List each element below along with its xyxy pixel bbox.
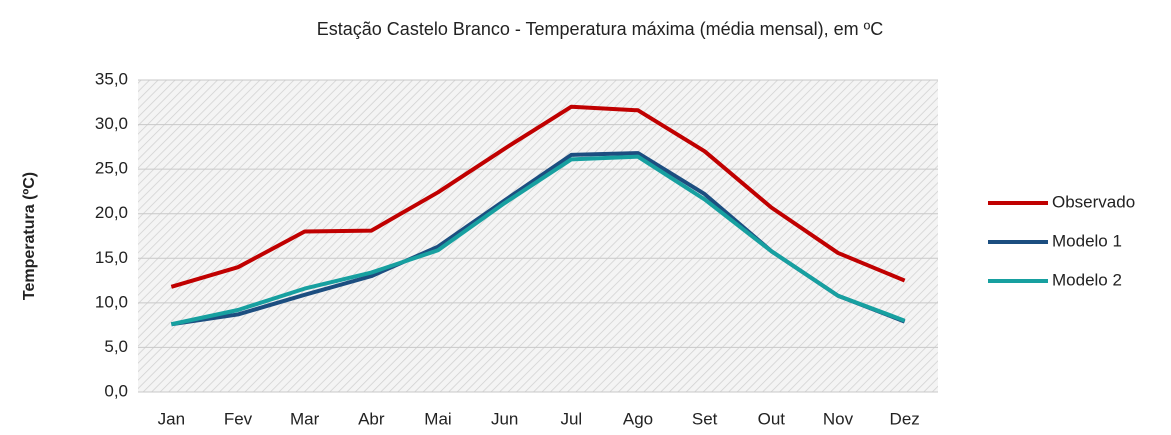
y-tick-label: 0,0 <box>104 381 128 400</box>
series-line <box>170 154 906 327</box>
x-tick-label: Set <box>692 409 718 428</box>
x-tick-label: Mar <box>290 409 320 428</box>
x-tick-label: Ago <box>623 409 653 428</box>
plot-area <box>138 80 938 392</box>
x-tick-label: Dez <box>890 409 920 428</box>
y-tick-label: 25,0 <box>95 159 128 178</box>
x-tick-label: Nov <box>823 409 854 428</box>
legend-label: Modelo 1 <box>1052 231 1122 250</box>
x-tick-label: Fev <box>224 409 253 428</box>
y-tick-label: 10,0 <box>95 292 128 311</box>
x-tick-label: Abr <box>358 409 385 428</box>
x-tick-label: Jul <box>560 409 582 428</box>
y-tick-label: 15,0 <box>95 248 128 267</box>
chart-title: Estação Castelo Branco - Temperatura máx… <box>317 19 883 39</box>
legend-label: Observado <box>1052 192 1135 211</box>
x-tick-label: Jun <box>491 409 518 428</box>
series-line <box>170 104 906 289</box>
x-tick-label: Out <box>758 409 786 428</box>
legend-label: Modelo 2 <box>1052 270 1122 289</box>
y-tick-label: 30,0 <box>95 114 128 133</box>
x-tick-label: Mai <box>424 409 451 428</box>
y-tick-label: 5,0 <box>104 337 128 356</box>
x-tick-label: Jan <box>158 409 185 428</box>
y-tick-label: 35,0 <box>95 69 128 88</box>
y-axis-label: Temperatura (ºC) <box>21 172 38 300</box>
y-tick-label: 20,0 <box>95 203 128 222</box>
